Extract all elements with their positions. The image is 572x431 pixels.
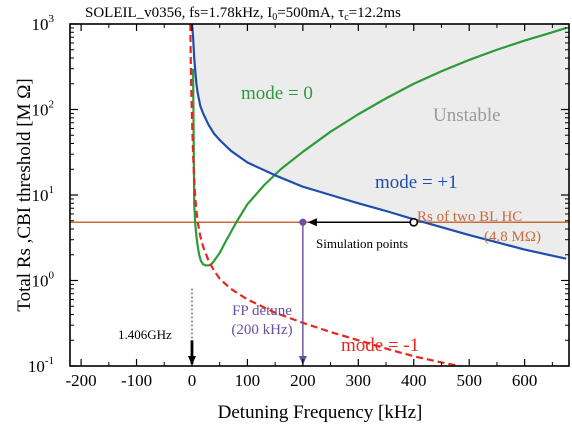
- fp-detune-label-2: (200 kHz): [231, 322, 292, 338]
- y-tick-label: 101: [32, 184, 55, 205]
- plot-area: [70, 24, 569, 366]
- x-tick-label: 600: [512, 371, 538, 390]
- axes: -200 -100 0 100 200 300 400 500 600 10-1 100 101 102…: [28, 13, 570, 390]
- x-axis-label: Detuning Frequency [kHz]: [218, 402, 423, 423]
- x-tick-label: -200: [66, 371, 97, 390]
- x-tick-label: 300: [346, 371, 372, 390]
- y-tick-label: 10-1: [28, 355, 54, 376]
- x-tick-label: 400: [401, 371, 427, 390]
- y-tick-label: 103: [32, 13, 55, 34]
- mode-plus1-curve: [190, 24, 567, 260]
- simulation-point-open: [409, 217, 419, 227]
- fp-detune-label-1: FP detune: [232, 303, 292, 319]
- mode-0-label: mode = 0: [241, 83, 313, 104]
- x-tick-label: 500: [456, 371, 482, 390]
- x-tick-label: 0: [188, 371, 197, 390]
- chart-title: SOLEIL_v0356, fs=1.78kHz, I0=500mA, τc=1…: [85, 5, 401, 23]
- x-tick-label: 200: [290, 371, 316, 390]
- mode-plus1-label: mode = +1: [375, 172, 458, 193]
- mode-minus1-label: mode = -1: [341, 335, 419, 356]
- y-axis-label: Total Rs ,CBI threshold [M Ω]: [14, 78, 35, 311]
- mode-minus1-curve: [189, 24, 466, 366]
- x-tick-label: -100: [121, 371, 152, 390]
- simulation-points-label: Simulation points: [316, 236, 408, 251]
- mode-0-curve: [191, 26, 567, 267]
- rs-line-label-1: Rs of two BL HC: [417, 209, 522, 225]
- y-tick-label: 100: [32, 270, 55, 291]
- rs-line-label-2: (4.8 MΩ): [484, 229, 541, 245]
- ghz-label: 1.406GHz: [118, 327, 172, 342]
- y-tick-label: 102: [32, 99, 55, 120]
- unstable-label: Unstable: [433, 105, 501, 126]
- x-tick-label: 100: [235, 371, 261, 390]
- unstable-region: [191, 24, 569, 259]
- simulation-point-fp: [299, 218, 307, 226]
